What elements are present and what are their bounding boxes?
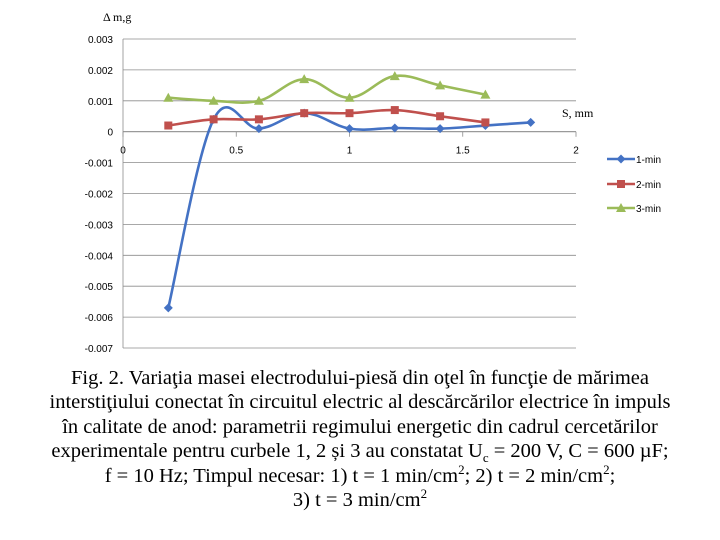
legend-item: 3-min [607, 203, 661, 215]
y-tick-label: -0.007 [85, 344, 114, 355]
y-tick-label: 0 [107, 128, 113, 139]
series-line [168, 74, 486, 104]
data-point [254, 115, 263, 124]
caption-superscript: 2 [420, 486, 428, 502]
data-point [209, 115, 218, 124]
data-point [300, 109, 309, 118]
data-point [253, 95, 264, 105]
legend-item: 2-min [607, 180, 661, 191]
legend-label: 1-min [636, 155, 661, 166]
legend-label: 3-min [636, 204, 661, 215]
series-1-min [163, 106, 536, 313]
caption-line-4-text: experimentale pentru curbele 1, 2 și 3 a… [51, 440, 483, 463]
y-axis-label: Δ m,g [103, 10, 131, 24]
data-point [163, 92, 174, 102]
caption-superscript: 2 [458, 461, 465, 477]
caption-line-1: Fig. 2. Variaţia masei electrodului-pies… [71, 367, 649, 389]
legend-swatch-marker [616, 203, 626, 212]
y-tick-label: -0.002 [85, 190, 114, 201]
caption-line-4: experimentale pentru curbele 1, 2 și 3 a… [10, 439, 710, 466]
caption-line-5-text: f = 10 Hz; Timpul necesar: 1) t = 1 min/… [104, 464, 459, 487]
caption-subscript: c [482, 450, 489, 466]
x-tick-label: 2 [573, 146, 579, 157]
data-point [389, 71, 400, 81]
legend-swatch-marker [616, 154, 626, 164]
data-point [208, 95, 219, 105]
y-tick-label: -0.001 [85, 159, 114, 170]
y-tick-label: 0.003 [88, 35, 113, 46]
y-tick-label: 0.002 [88, 66, 113, 77]
data-point [436, 112, 445, 121]
series-2-min [164, 106, 490, 130]
data-point [480, 89, 491, 99]
y-tick-label: -0.003 [85, 220, 114, 231]
data-point [345, 109, 354, 118]
x-tick-labels: 0 0.5 1 1.5 2 [120, 146, 579, 157]
data-point [390, 106, 399, 115]
data-point [526, 117, 536, 127]
y-tick-label: 0.001 [88, 97, 113, 108]
caption-line-2: interstiţiului conectat în circuitul ele… [49, 391, 671, 414]
data-point [344, 92, 355, 102]
y-tick-label: -0.006 [85, 313, 114, 324]
caption-line-3: în calitate de anod: parametrii regimulu… [62, 415, 658, 438]
x-tick-label: 1 [347, 146, 353, 157]
chart-area: 0.003 0.002 0.001 0 -0.001 -0.002 -0.003 -0.004… [85, 10, 661, 355]
caption-superscript: 2 [603, 461, 610, 477]
legend-item: 1-min [607, 154, 661, 166]
legend: 1-min 2-min 3-min [607, 154, 661, 215]
caption-line-6-text: 3) t = 3 min/cm [292, 489, 421, 512]
x-tick-label: 0.5 [229, 146, 243, 157]
data-series [163, 71, 536, 313]
y-tick-label: -0.005 [85, 282, 114, 293]
series-3-min [163, 71, 491, 105]
x-tick-label: 1.5 [456, 146, 470, 157]
data-point [299, 74, 310, 84]
data-point [435, 80, 446, 90]
data-point [164, 121, 173, 130]
x-axis-label: S, mm [562, 106, 594, 120]
data-point [345, 124, 354, 134]
data-point [481, 118, 490, 127]
caption-line-5-mid: ; 2) t = 2 min/cm [464, 464, 604, 487]
line-chart: 0.003 0.002 0.001 0 -0.001 -0.002 -0.003 -0.004… [85, 10, 661, 355]
data-point [435, 124, 445, 134]
series-line [167, 106, 531, 309]
data-point [390, 123, 400, 133]
y-tick-label: -0.004 [85, 251, 114, 262]
legend-label: 2-min [636, 180, 661, 191]
data-point [254, 124, 264, 134]
caption-line-5: f = 10 Hz; Timpul necesar: 1) t = 1 min/… [10, 461, 710, 488]
x-tick-label: 0 [120, 146, 126, 157]
caption-line-5-end: ; [609, 464, 616, 487]
caption-line-6: 3) t = 3 min/cm2 [10, 486, 710, 512]
figure-caption: Fig. 2. Variaţia masei electrodului-pies… [10, 366, 710, 512]
y-tick-labels: 0.003 0.002 0.001 0 -0.001 -0.002 -0.003 -0.004… [85, 35, 114, 355]
legend-swatch-marker [617, 180, 625, 188]
data-point [163, 303, 173, 313]
caption-line-4-rest: = 200 V, C = 600 µF; [488, 440, 669, 463]
